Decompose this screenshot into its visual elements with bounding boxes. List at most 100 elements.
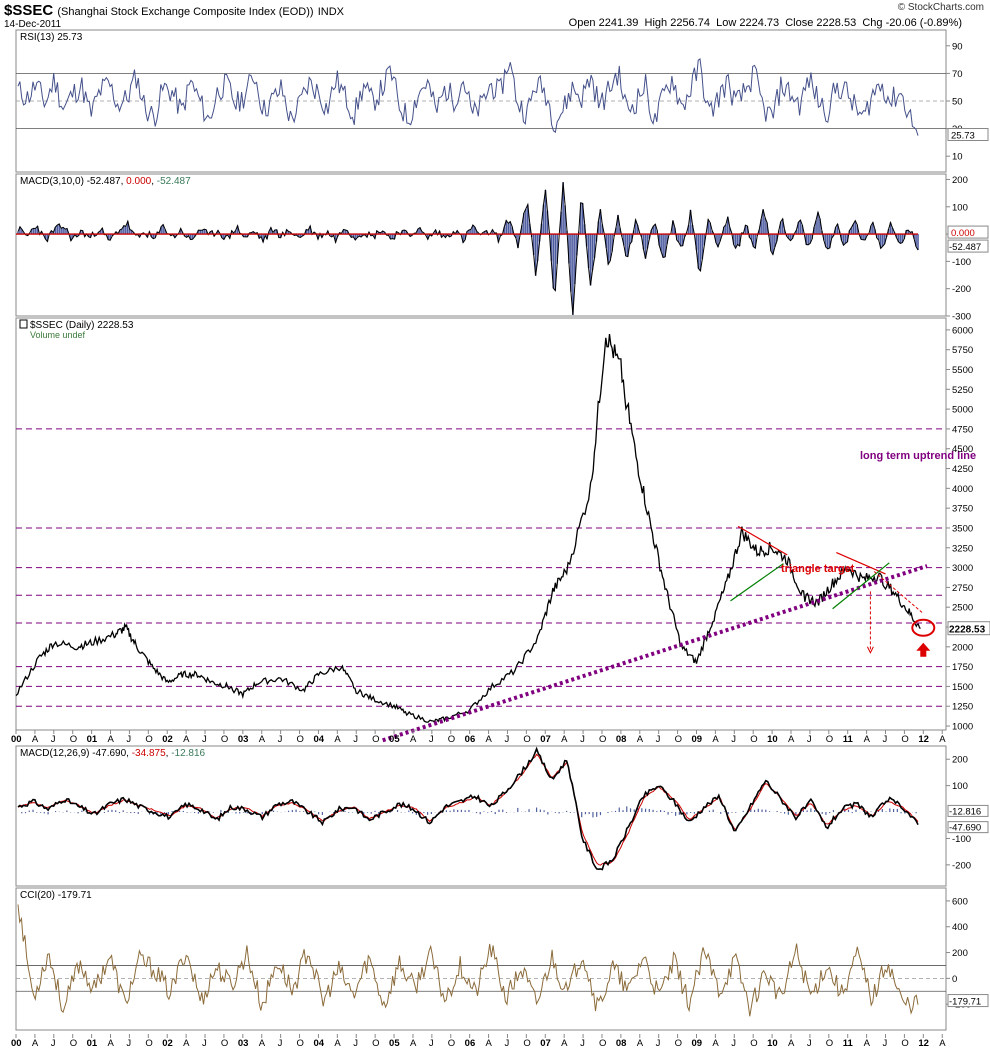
price-x-axis-label: O <box>750 734 757 745</box>
rsi-last-box <box>947 127 989 141</box>
cci-x-axis-label: J <box>807 1038 812 1049</box>
price-subtitle: Volume undef <box>30 330 86 340</box>
chg-value: -20.06 (-0.89%) <box>885 17 962 29</box>
uptrend-label: long term uptrend line <box>860 450 976 462</box>
price-x-axis-label: A <box>939 734 946 745</box>
close-label: Close <box>785 17 814 29</box>
rsi-title: RSI(13) 25.73 <box>20 32 83 43</box>
cci-axis-tick-label: 600 <box>952 896 968 907</box>
macd-upper-last-label-1: 0.000 <box>951 228 975 239</box>
price-title: $SSEC (Daily) 2228.53 <box>30 320 134 331</box>
price-x-axis-label: O <box>372 734 379 745</box>
macd-lower-last-box-2 <box>947 821 989 834</box>
cci-x-axis-label: 01 <box>87 1038 98 1049</box>
price-x-axis-label: A <box>486 734 493 745</box>
cci-axis-tick-label: 400 <box>952 922 968 933</box>
open-value: 2241.39 <box>598 17 639 29</box>
price-axis-tick-label: 2500 <box>952 603 973 614</box>
price-x-axis-label: 01 <box>87 734 98 745</box>
price-axis-tick-label: 3750 <box>952 504 973 515</box>
cci-x-axis-label: A <box>183 1038 190 1049</box>
macd-upper-title: MACD(3,10,0) -52.487, 0.000, -52.487 <box>20 176 191 187</box>
cci-last-label: -179.71 <box>949 997 981 1008</box>
price-x-axis-label: A <box>259 734 266 745</box>
price-axis-tick-label: 4000 <box>952 484 973 495</box>
low-label: Low <box>716 17 737 29</box>
rsi-line <box>17 57 919 136</box>
price-x-axis-label: 11 <box>843 734 854 745</box>
cci-axis-tick-label: 200 <box>952 948 968 959</box>
cci-x-axis-label: J <box>278 1038 283 1049</box>
price-x-axis-label: J <box>126 734 131 745</box>
description: (Shanghai Stock Exchange Composite Index… <box>57 6 314 18</box>
price-x-axis-label: 07 <box>540 734 551 745</box>
cci-x-axis-label: O <box>750 1038 757 1049</box>
macd-upper-axis-tick-label: -100 <box>952 257 971 268</box>
macd-lower-axis-tick-label: 200 <box>952 755 968 766</box>
cci-x-axis-label: J <box>429 1038 434 1049</box>
price-axis-tick-label: 2750 <box>952 583 973 594</box>
price-axis-tick-label: 1500 <box>952 682 973 693</box>
cci-x-axis-label: A <box>32 1038 39 1049</box>
price-x-axis-label: O <box>448 734 455 745</box>
price-x-axis-label: J <box>202 734 207 745</box>
cci-x-axis-label: O <box>599 1038 606 1049</box>
price-x-axis-label: O <box>70 734 77 745</box>
chart-date: 14-Dec-2011 <box>4 19 62 30</box>
price-axis-tick-label: 5500 <box>952 365 973 376</box>
current-price-circle <box>911 618 936 637</box>
cci-x-axis-label: 02 <box>162 1038 173 1049</box>
rsi-last-label: 25.73 <box>951 130 975 141</box>
macd-upper-axis-tick-label: -300 <box>952 312 971 323</box>
price-x-axis-label: O <box>599 734 606 745</box>
price-x-axis-label: J <box>353 734 358 745</box>
cci-title: CCI(20) -179.71 <box>20 890 92 901</box>
cci-x-axis-label: J <box>656 1038 661 1049</box>
price-x-axis-label: A <box>334 734 341 745</box>
macd-upper-last-label-2: -52.487 <box>949 242 981 253</box>
price-x-axis-label: 08 <box>616 734 627 745</box>
price-axis-tick-label: 1000 <box>952 722 973 733</box>
triangle-lower-2011 <box>832 562 890 610</box>
brand-label: © StockCharts.com <box>897 2 984 13</box>
cci-x-axis-label: 05 <box>389 1038 400 1049</box>
price-x-axis-label: J <box>656 734 661 745</box>
high-value: 2256.74 <box>670 17 710 29</box>
price-x-axis-label: A <box>788 734 795 745</box>
rsi-axis-tick-label: 90 <box>952 41 963 52</box>
macd-lower-macd-line <box>17 746 919 871</box>
cci-x-axis-label: O <box>145 1038 152 1049</box>
cci-x-axis-label: A <box>486 1038 493 1049</box>
macd-upper-last-box-2 <box>947 239 989 253</box>
price-x-axis-label: O <box>675 734 682 745</box>
macd-upper-axis-tick-label: 200 <box>952 175 968 186</box>
price-x-axis-label: J <box>883 734 888 745</box>
price-axis-tick-label: 5750 <box>952 345 973 356</box>
rsi-axis-tick-label: 10 <box>952 152 963 163</box>
cci-x-axis-label: O <box>70 1038 77 1049</box>
price-x-axis-label: 00 <box>11 734 22 745</box>
cci-x-axis-label: A <box>108 1038 115 1049</box>
price-axis-tick-label: 5000 <box>952 405 973 416</box>
cci-x-axis-label: O <box>221 1038 228 1049</box>
price-x-axis-label: O <box>221 734 228 745</box>
cci-x-axis-label: O <box>826 1038 833 1049</box>
rsi-axis-tick-label: 50 <box>952 97 963 108</box>
cci-line <box>17 904 919 1017</box>
price-x-axis-label: J <box>580 734 585 745</box>
macd-lower-last-label-1: -12.816 <box>949 806 981 817</box>
cci-x-axis-label: A <box>939 1038 946 1049</box>
price-x-axis-label: J <box>504 734 509 745</box>
cci-x-axis-label: A <box>712 1038 719 1049</box>
target-arrow-head <box>866 646 874 654</box>
price-last-box <box>947 621 990 636</box>
price-x-axis-label: J <box>429 734 434 745</box>
triangle-projection <box>873 571 924 614</box>
cci-panel-frame <box>15 887 947 1031</box>
macd-lower-axis-tick-label: 100 <box>952 781 968 792</box>
exchange: INDX <box>317 6 345 18</box>
cci-x-axis-label: 04 <box>313 1038 324 1049</box>
cci-x-axis-label: A <box>259 1038 266 1049</box>
price-x-axis-label: A <box>32 734 39 745</box>
cci-x-axis-label: 03 <box>238 1038 249 1049</box>
